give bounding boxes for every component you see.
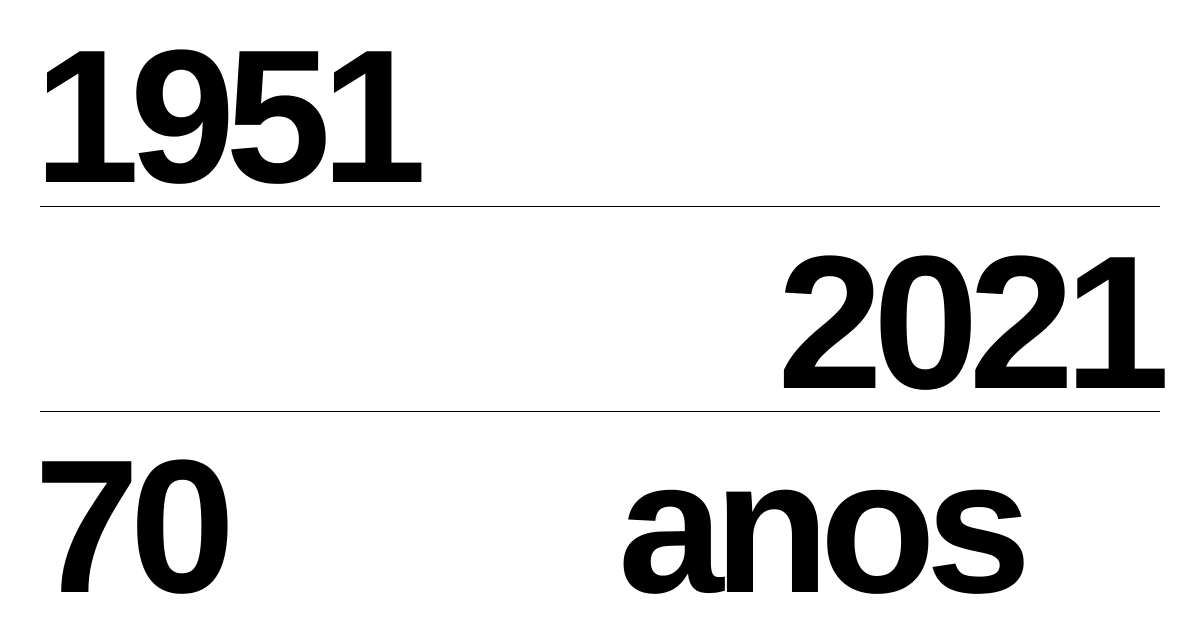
divider-bottom <box>40 411 1160 412</box>
start-year: 1951 <box>34 11 427 223</box>
years-count: 70 <box>34 421 235 630</box>
years-unit: anos <box>618 421 1031 630</box>
end-year: 2021 <box>777 217 1170 429</box>
divider-top <box>40 206 1160 207</box>
